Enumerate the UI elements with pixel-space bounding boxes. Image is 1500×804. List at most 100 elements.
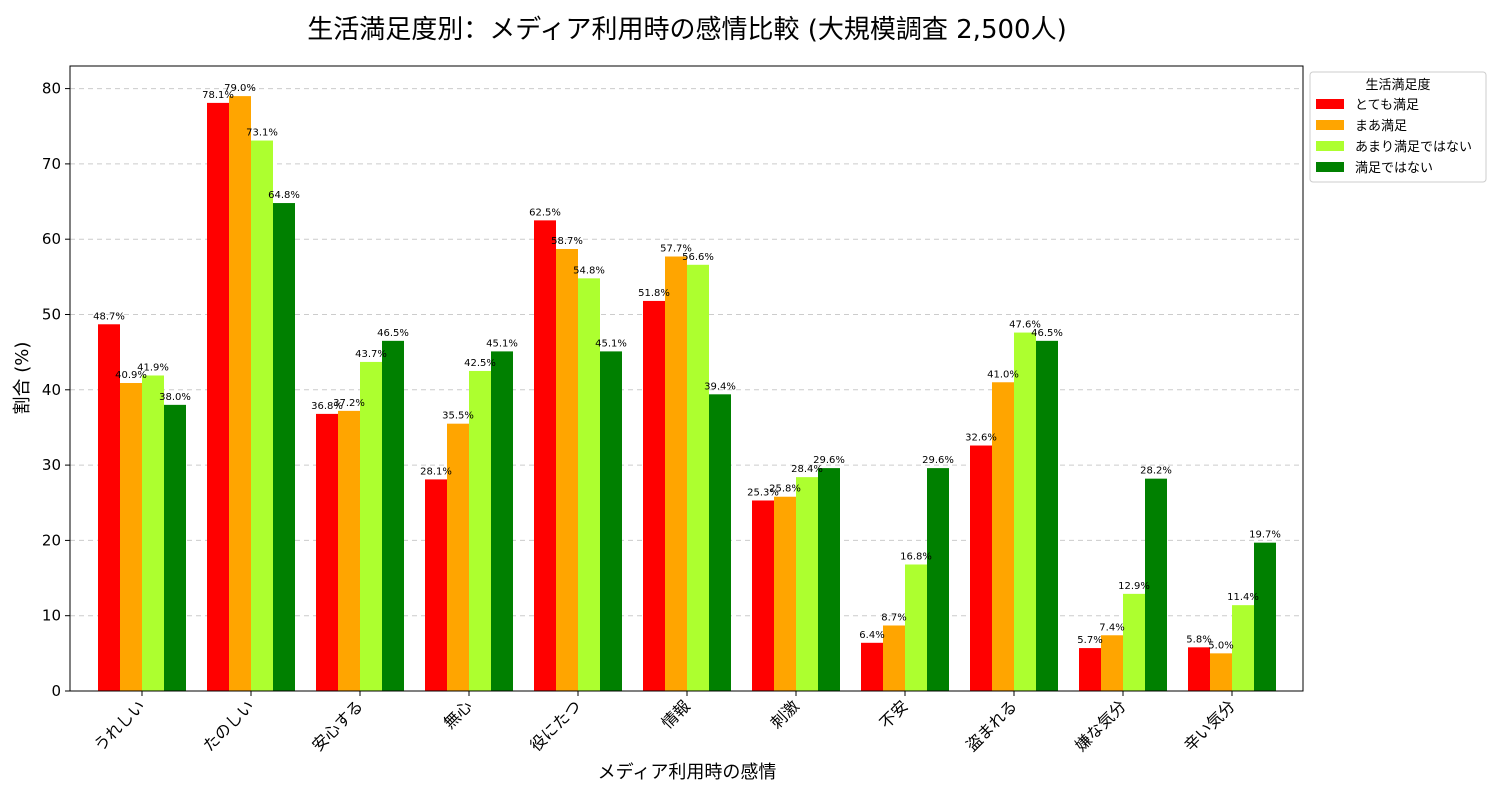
bars xyxy=(98,96,1276,692)
bar xyxy=(425,479,447,691)
data-label: 40.9% xyxy=(115,370,147,381)
bar xyxy=(1079,648,1101,691)
bar xyxy=(556,248,578,691)
x-axis: うれしい たのしい 安心する 無心 役にたつ 情報 刺激 不安 盗まれる 嫌な気分 辛い気分 xyxy=(90,691,1239,755)
bar xyxy=(1036,340,1058,691)
x-tick-label: 役にたつ xyxy=(526,696,585,755)
bar xyxy=(796,477,818,691)
data-label: 79.0% xyxy=(224,83,256,94)
bar xyxy=(229,96,251,691)
data-label: 6.4% xyxy=(859,630,884,641)
chart-title: 生活満足度別：メディア利用時の感情比較 (大規模調査 2,500人) xyxy=(307,15,1066,45)
data-label: 25.8% xyxy=(769,484,801,495)
data-label: 41.0% xyxy=(987,369,1019,380)
bar xyxy=(600,351,622,691)
y-axis: 0 10 20 30 40 50 60 70 80 xyxy=(42,80,70,700)
data-label: 28.1% xyxy=(420,466,452,477)
data-label: 5.8% xyxy=(1186,634,1211,645)
bar xyxy=(1232,605,1254,691)
data-label: 19.7% xyxy=(1249,530,1281,541)
bar xyxy=(818,468,840,691)
data-label: 46.5% xyxy=(377,328,409,339)
bar xyxy=(665,256,687,691)
data-label: 78.1% xyxy=(202,90,234,101)
data-labels: 48.7% 40.9%41.9% 38.0% 78.1%79.0% 73.1% 64.8%… xyxy=(93,83,1281,651)
bar xyxy=(643,300,665,691)
data-label: 5.0% xyxy=(1208,640,1233,651)
data-label: 5.7% xyxy=(1077,635,1102,646)
bar xyxy=(774,496,796,691)
bar xyxy=(578,278,600,691)
y-tick-label: 50 xyxy=(42,305,61,323)
x-tick-label: うれしい xyxy=(90,696,149,755)
bar xyxy=(1014,332,1036,691)
data-label: 28.2% xyxy=(1140,466,1172,477)
bar xyxy=(251,140,273,691)
data-label: 12.9% xyxy=(1118,581,1150,592)
y-tick-label: 30 xyxy=(42,456,61,474)
bar xyxy=(992,382,1014,691)
y-tick-label: 70 xyxy=(42,155,61,173)
legend-title: 生活満足度 xyxy=(1365,77,1430,93)
x-tick-label: 盗まれる xyxy=(962,696,1021,755)
y-tick-label: 60 xyxy=(42,230,61,248)
data-label: 62.5% xyxy=(529,207,561,218)
data-label: 39.4% xyxy=(704,381,736,392)
bar xyxy=(360,361,382,691)
data-label: 46.5% xyxy=(1031,328,1063,339)
x-tick-label: 辛い気分 xyxy=(1180,696,1239,755)
data-label: 56.6% xyxy=(682,252,714,263)
bar xyxy=(534,220,556,691)
bar xyxy=(447,423,469,691)
legend-label: 満足ではない xyxy=(1355,161,1433,176)
bar xyxy=(491,351,513,691)
data-label: 7.4% xyxy=(1099,622,1124,633)
y-tick-label: 10 xyxy=(42,607,61,625)
y-axis-title: 割合 (%) xyxy=(12,342,33,415)
data-label: 58.7% xyxy=(551,236,583,247)
bar xyxy=(1101,635,1123,691)
legend-swatch xyxy=(1316,141,1344,151)
bar xyxy=(861,642,883,691)
data-label: 37.2% xyxy=(333,398,365,409)
bar xyxy=(120,383,142,691)
data-label: 11.4% xyxy=(1227,592,1259,603)
x-tick-label: 安心する xyxy=(308,696,367,755)
data-label: 28.4% xyxy=(791,464,823,475)
legend-swatch xyxy=(1316,120,1344,130)
data-label: 29.6% xyxy=(922,455,954,466)
y-tick-label: 20 xyxy=(42,531,61,549)
data-label: 57.7% xyxy=(660,244,692,255)
bar xyxy=(316,413,338,691)
data-label: 73.1% xyxy=(246,128,278,139)
bar xyxy=(687,264,709,691)
x-tick-label: 無心 xyxy=(440,696,476,732)
data-label: 16.8% xyxy=(900,551,932,562)
data-label: 29.6% xyxy=(813,455,845,466)
x-tick-label: 刺激 xyxy=(767,696,803,732)
data-label: 48.7% xyxy=(93,311,125,322)
data-label: 42.5% xyxy=(464,358,496,369)
data-label: 45.1% xyxy=(595,338,627,349)
x-tick-label: 情報 xyxy=(658,696,694,732)
bar xyxy=(273,203,295,691)
data-label: 45.1% xyxy=(486,338,518,349)
data-label: 25.3% xyxy=(747,487,779,498)
legend-swatch xyxy=(1316,99,1344,109)
legend-label: あまり満足ではない xyxy=(1355,140,1472,155)
bar xyxy=(469,370,491,691)
bar xyxy=(1123,593,1145,691)
data-label: 54.8% xyxy=(573,265,605,276)
bar xyxy=(98,324,120,691)
y-tick-label: 80 xyxy=(42,80,61,98)
bar xyxy=(207,102,229,692)
legend-frame xyxy=(1309,71,1487,183)
data-label: 51.8% xyxy=(638,288,670,299)
bar xyxy=(883,625,905,691)
data-label: 47.6% xyxy=(1009,320,1041,331)
data-label: 36.8% xyxy=(311,401,343,412)
x-tick-label: 嫌な気分 xyxy=(1071,696,1130,755)
